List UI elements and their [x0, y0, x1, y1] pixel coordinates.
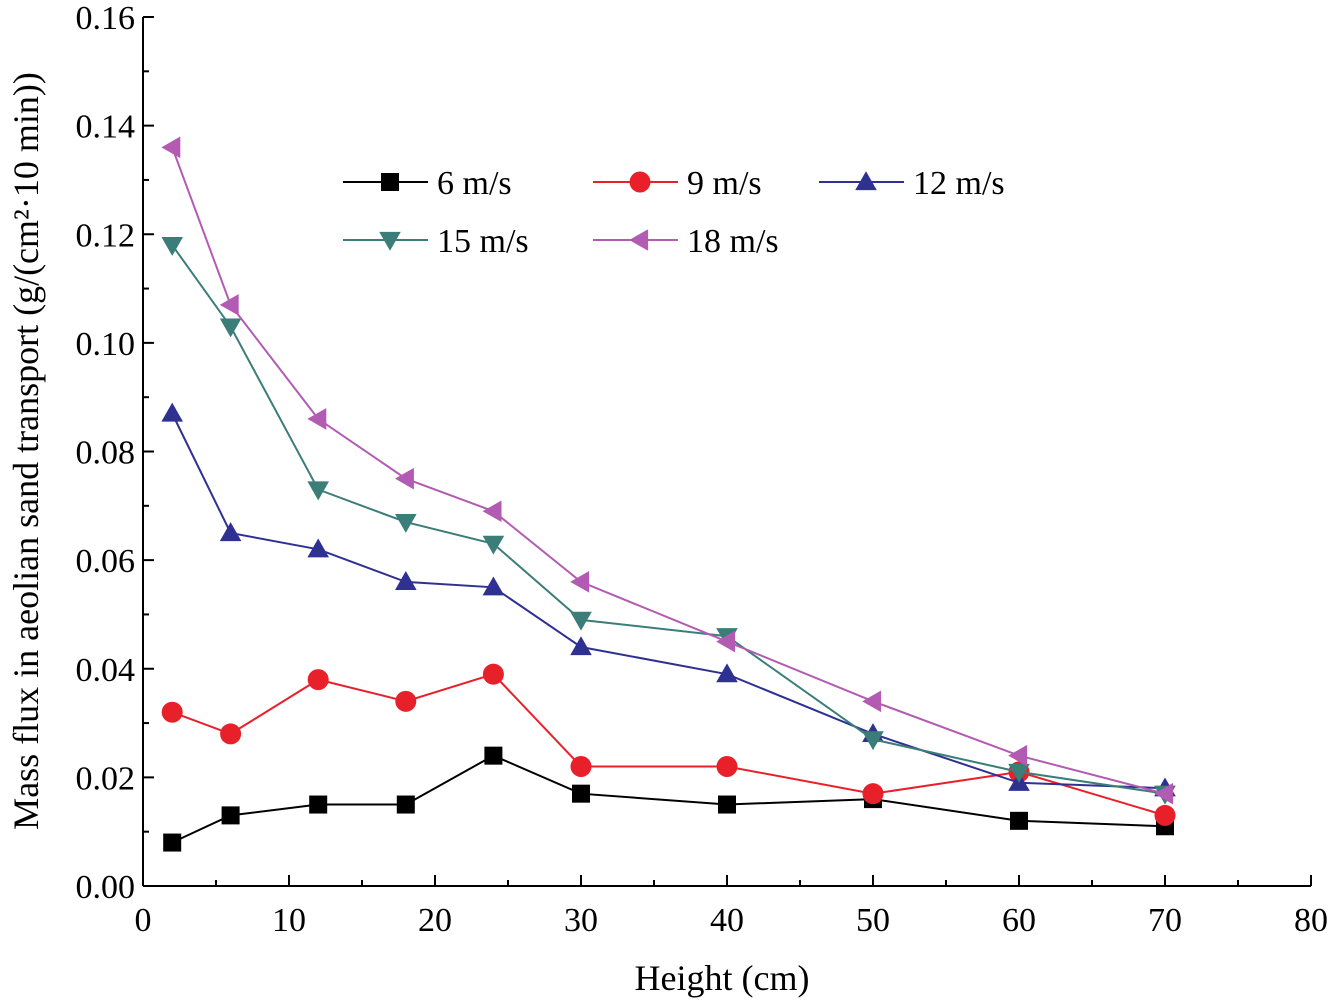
- y-tick-label: 0.14: [76, 109, 136, 146]
- data-point: [570, 756, 592, 778]
- x-tick-label: 80: [1294, 902, 1328, 939]
- legend-item: 15 m/s: [343, 223, 529, 260]
- series-layer: [161, 136, 1176, 852]
- data-point: [309, 795, 328, 814]
- data-point: [570, 636, 592, 656]
- y-tick-label: 0.02: [76, 760, 136, 797]
- data-point: [484, 746, 503, 765]
- data-point: [716, 663, 738, 683]
- series: [161, 237, 1176, 805]
- legend-item: 18 m/s: [593, 223, 779, 260]
- series: [161, 663, 1176, 826]
- data-point: [220, 723, 242, 745]
- series-line: [171, 146, 1166, 795]
- legend-item: 9 m/s: [593, 165, 762, 202]
- data-point: [396, 795, 415, 814]
- y-tick-label: 0.16: [76, 0, 136, 37]
- data-point: [395, 467, 414, 490]
- data-point: [570, 611, 592, 631]
- y-tick-label: 0.06: [76, 543, 136, 580]
- x-tick-label: 70: [1148, 902, 1182, 939]
- legend-label: 6 m/s: [437, 165, 512, 202]
- data-point: [307, 481, 329, 501]
- data-point: [1008, 744, 1028, 767]
- data-point: [219, 522, 242, 542]
- data-point: [1010, 811, 1028, 830]
- data-point: [1154, 782, 1174, 805]
- x-tick-label: 30: [564, 902, 598, 939]
- data-point: [482, 535, 505, 555]
- plot-area: [142, 17, 1311, 887]
- data-point: [862, 783, 884, 805]
- series: [161, 402, 1176, 797]
- data-point: [572, 784, 590, 803]
- series: [161, 136, 1174, 805]
- data-point: [570, 571, 590, 593]
- y-tick-label: 0.12: [76, 217, 136, 254]
- x-tick-label: 40: [710, 902, 744, 939]
- data-point: [1154, 804, 1176, 826]
- data-point: [1008, 763, 1030, 783]
- data-point: [163, 833, 182, 852]
- legend-label: 15 m/s: [437, 223, 529, 260]
- legend: 6 m/s 9 m/s 12 m/s 15 m/s 18 m/s: [343, 165, 1005, 260]
- series-line: [171, 244, 1166, 795]
- legend-marker: [381, 173, 399, 191]
- data-point: [862, 731, 884, 751]
- x-axis-title: Height (cm): [635, 958, 810, 998]
- legend-marker: [629, 171, 651, 193]
- y-tick-label: 0.08: [76, 435, 136, 472]
- x-tick-label: 10: [272, 902, 306, 939]
- series-line: [171, 673, 1166, 817]
- data-point: [482, 663, 504, 685]
- legend-item: 12 m/s: [819, 165, 1005, 202]
- data-point: [395, 571, 417, 590]
- legend-label: 12 m/s: [913, 165, 1005, 202]
- y-axis-title: Mass flux in aeolian sand transport (g/(…: [6, 72, 46, 830]
- data-point: [219, 318, 242, 338]
- x-axis: 0 10 20 30 40 50 60 70 80: [135, 875, 1328, 939]
- data-point: [161, 237, 183, 256]
- legend-item: 6 m/s: [343, 165, 512, 202]
- legend-marker: [855, 171, 877, 191]
- x-tick-label: 20: [418, 902, 452, 939]
- data-point: [221, 806, 240, 825]
- data-point: [716, 630, 736, 653]
- data-point: [307, 669, 329, 691]
- y-tick-label: 0.00: [76, 869, 136, 906]
- y-tick-label: 0.10: [76, 326, 136, 363]
- data-point: [718, 795, 736, 814]
- data-point: [716, 756, 738, 778]
- legend-label: 18 m/s: [687, 223, 779, 260]
- data-point: [862, 690, 882, 713]
- data-point: [482, 500, 502, 523]
- series-line: [171, 754, 1166, 844]
- data-point: [161, 701, 183, 723]
- series: [163, 746, 1174, 852]
- x-tick-label: 0: [135, 902, 152, 939]
- legend-marker: [629, 229, 649, 251]
- series-line: [171, 413, 1166, 790]
- data-point: [395, 514, 417, 533]
- data-point: [307, 408, 327, 430]
- legend-marker: [379, 231, 401, 251]
- data-point: [161, 136, 181, 159]
- legend-label: 9 m/s: [687, 165, 762, 202]
- y-tick-label: 0.04: [76, 652, 136, 689]
- data-point: [307, 538, 329, 558]
- y-axis: 0.00 0.02 0.04 0.06 0.08 0.10 0.12 0.14 0.16: [76, 0, 154, 906]
- x-tick-label: 50: [856, 902, 890, 939]
- x-tick-label: 60: [1002, 902, 1036, 939]
- data-point: [482, 576, 505, 596]
- data-point: [161, 402, 183, 422]
- data-point: [395, 690, 417, 712]
- data-point: [219, 294, 239, 316]
